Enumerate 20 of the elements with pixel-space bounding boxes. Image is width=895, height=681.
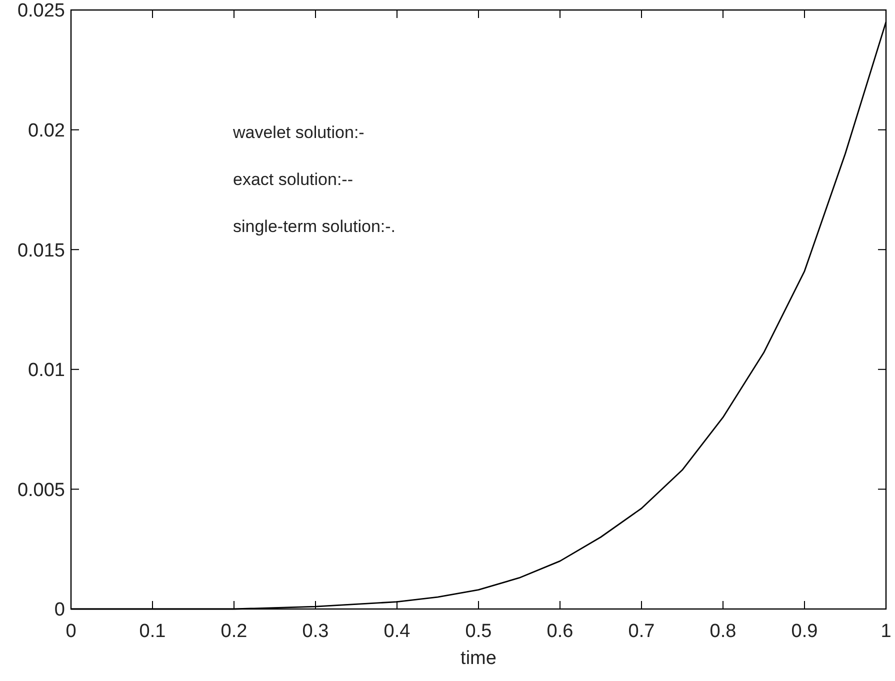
y-tick-label: 0.025 <box>17 0 65 22</box>
annotation: single-term solution:-. <box>233 217 396 236</box>
x-tick-label: 0.3 <box>302 621 329 642</box>
annotation: wavelet solution:- <box>232 123 364 142</box>
annotation: exact solution:-- <box>233 170 353 189</box>
y-tick-label: 0.015 <box>17 240 65 262</box>
x-tick-label: 0.5 <box>465 621 492 642</box>
x-axis-title: time <box>460 648 496 669</box>
x-tick-label: 0.1 <box>139 621 166 642</box>
x-tick-label: 0.9 <box>791 621 818 642</box>
x-tick-label: 0.6 <box>546 621 574 642</box>
x-tick-label: 1 <box>880 621 892 642</box>
x-tick-label: 0.4 <box>384 621 411 642</box>
x-tick-label: 0.7 <box>628 621 655 642</box>
y-tick-label: 0.005 <box>17 480 65 501</box>
y-tick-label: 0.02 <box>28 120 65 142</box>
y-tick-label: 0.01 <box>28 360 65 382</box>
y-tick-label: 0 <box>54 600 65 621</box>
x-tick-label: 0.8 <box>710 621 736 642</box>
x-tick-label: 0.2 <box>220 621 248 642</box>
